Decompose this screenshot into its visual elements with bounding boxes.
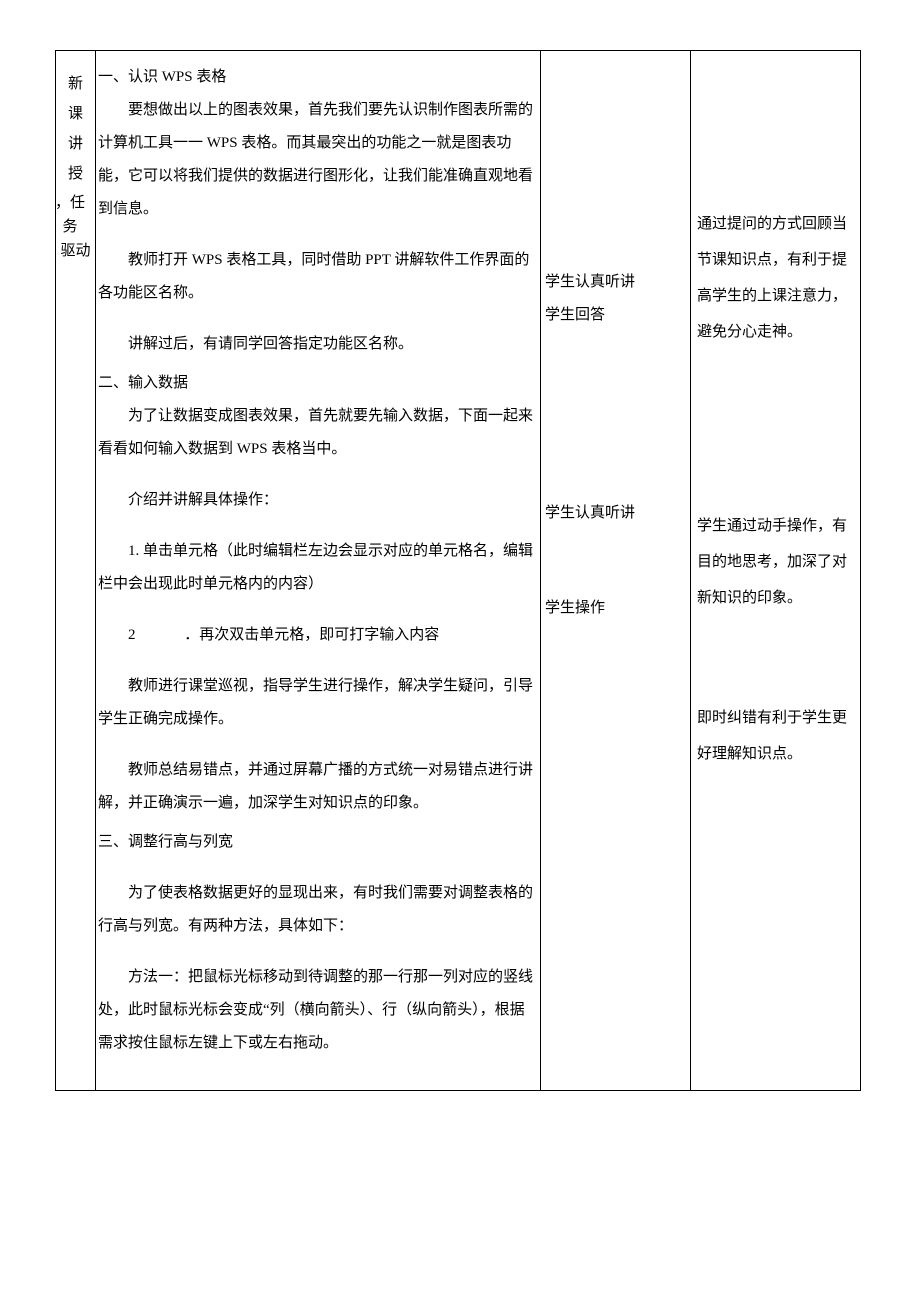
section-heading: 三、调整行高与列宽 <box>98 826 538 859</box>
content-body: 一、认识 WPS 表格 要想做出以上的图表效果，首先我们要先认识制作图表所需的计… <box>96 51 540 1090</box>
student-note: 学生认真听讲 <box>545 497 686 530</box>
list-item: 1. 单击单元格（此时编辑栏左边会显示对应的单元格名，编辑栏中会出现此时单元格内… <box>98 535 538 601</box>
phase-char: 授 <box>60 159 91 189</box>
paragraph: 为了使表格数据更好的显现出来，有时我们需要对调整表格的行高与列宽。有两种方法，具… <box>98 877 538 943</box>
phase-subnote-line: 驱动 <box>60 239 90 263</box>
student-body: 学生认真听讲 学生回答 学生认真听讲 学生操作 <box>541 266 690 625</box>
paragraph: 为了让数据变成图表效果，首先就要先输入数据，下面一起来看看如何输入数据到 WPS… <box>98 400 538 466</box>
paragraph: 教师总结易错点，并通过屏幕广播的方式统一对易错点进行讲解，并正确演示一遍，加深学… <box>98 754 538 820</box>
student-note: 学生操作 <box>545 592 686 625</box>
design-intent-cell: 通过提问的方式回顾当节课知识点，有利于提高学生的上课注意力，避免分心走神。 学生… <box>691 51 861 1091</box>
section-heading: 一、认识 WPS 表格 <box>98 61 538 94</box>
lesson-plan-table: 新 课 讲 授 ，任务 驱动 一、认识 WPS 表格 要想做出以上的图表效果，首… <box>55 50 861 1091</box>
paragraph: 要想做出以上的图表效果，首先我们要先认识制作图表所需的计算机工具一一 WPS 表… <box>98 94 538 226</box>
paragraph: 方法一：把鼠标光标移动到待调整的那一行那一列对应的竖线处，此时鼠标光标会变成“列… <box>98 961 538 1060</box>
student-note: 学生回答 <box>545 299 686 332</box>
intent-note: 即时纠错有利于学生更好理解知识点。 <box>697 700 854 772</box>
phase-subnote: ，任务 驱动 <box>49 191 91 263</box>
paragraph: 讲解过后，有请同学回答指定功能区名称。 <box>98 328 538 361</box>
phase-subnote-line: ，任务 <box>55 195 85 235</box>
paragraph: 教师进行课堂巡视，指导学生进行操作，解决学生疑问，引导学生正确完成操作。 <box>98 670 538 736</box>
paragraph: 教师打开 WPS 表格工具，同时借助 PPT 讲解软件工作界面的各功能区名称。 <box>98 244 538 310</box>
intent-note: 学生通过动手操作，有目的地思考，加深了对新知识的印象。 <box>697 508 854 616</box>
student-note: 学生认真听讲 <box>545 266 686 299</box>
teacher-activity-cell: 一、认识 WPS 表格 要想做出以上的图表效果，首先我们要先认识制作图表所需的计… <box>96 51 541 1091</box>
list-item: 2 ．再次双击单元格，即可打字输入内容 <box>98 619 538 652</box>
phase-char: 讲 <box>60 129 91 159</box>
paragraph: 介绍并讲解具体操作： <box>98 484 538 517</box>
phase-cell: 新 课 讲 授 ，任务 驱动 <box>56 51 96 1091</box>
intent-body: 通过提问的方式回顾当节课知识点，有利于提高学生的上课注意力，避免分心走神。 学生… <box>691 206 860 772</box>
table-row: 新 课 讲 授 ，任务 驱动 一、认识 WPS 表格 要想做出以上的图表效果，首… <box>56 51 861 1091</box>
phase-char: 课 <box>60 99 91 129</box>
intent-note: 通过提问的方式回顾当节课知识点，有利于提高学生的上课注意力，避免分心走神。 <box>697 206 854 350</box>
student-activity-cell: 学生认真听讲 学生回答 学生认真听讲 学生操作 <box>541 51 691 1091</box>
section-heading: 二、输入数据 <box>98 367 538 400</box>
phase-char: 新 <box>60 69 91 99</box>
